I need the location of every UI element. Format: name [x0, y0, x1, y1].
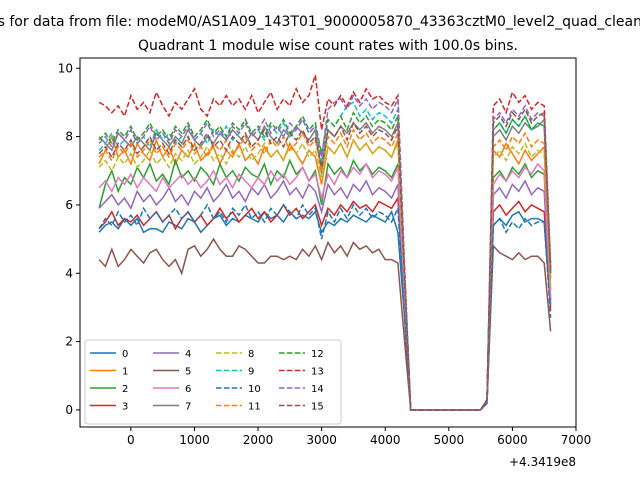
- legend-box: [84, 339, 342, 425]
- legend-label-4: 4: [185, 349, 191, 360]
- legend-label-7: 7: [185, 402, 191, 413]
- y-tick-label: 4: [65, 266, 73, 280]
- y-tick-label: 8: [65, 130, 73, 144]
- x-tick-label: 4000: [370, 433, 401, 447]
- x-axis: 0 1000 2000 3000 4000 5000 6000 7000: [127, 427, 591, 447]
- x-tick-label: 2000: [243, 433, 274, 447]
- x-tick-label: 5000: [434, 433, 465, 447]
- legend-label-11: 11: [248, 402, 261, 413]
- axes-frame: [79, 57, 577, 428]
- figure-suptitle: Plots for data from file: modeM0/AS1A09_…: [0, 14, 640, 30]
- legend-label-0: 0: [122, 349, 128, 360]
- y-tick-label: 6: [65, 198, 73, 212]
- legend-label-1: 1: [122, 367, 128, 378]
- legend-label-14: 14: [311, 384, 324, 395]
- legend-label-8: 8: [248, 349, 254, 360]
- series-layer: [98, 74, 552, 411]
- x-offset-label: +4.3419e8: [509, 455, 576, 469]
- legend-label-10: 10: [248, 384, 261, 395]
- x-tick-label: 7000: [561, 433, 592, 447]
- legend-label-15: 15: [311, 402, 324, 413]
- legend-label-3: 3: [122, 402, 128, 413]
- x-tick-label: 1000: [179, 433, 210, 447]
- legend-label-2: 2: [122, 384, 128, 395]
- series-line-8: [98, 138, 552, 411]
- legend-label-13: 13: [311, 367, 324, 378]
- series-line-11: [98, 128, 552, 411]
- series-line-10: [98, 203, 552, 411]
- legend-label-9: 9: [248, 367, 254, 378]
- x-tick-label: 6000: [497, 433, 528, 447]
- y-tick-label: 0: [65, 403, 73, 417]
- x-tick-label: 3000: [306, 433, 337, 447]
- series-line-15: [98, 107, 552, 411]
- x-tick-label: 0: [127, 433, 135, 447]
- legend-label-12: 12: [311, 349, 324, 360]
- y-axis: 0 2 4 6 8 10: [58, 61, 80, 417]
- plot-area: [79, 57, 577, 428]
- y-tick-label: 10: [58, 61, 73, 75]
- y-tick-label: 2: [65, 335, 73, 349]
- legend-label-5: 5: [185, 367, 191, 378]
- legend-label-6: 6: [185, 384, 191, 395]
- chart-title: Quadrant 1 module wise count rates with …: [138, 38, 518, 54]
